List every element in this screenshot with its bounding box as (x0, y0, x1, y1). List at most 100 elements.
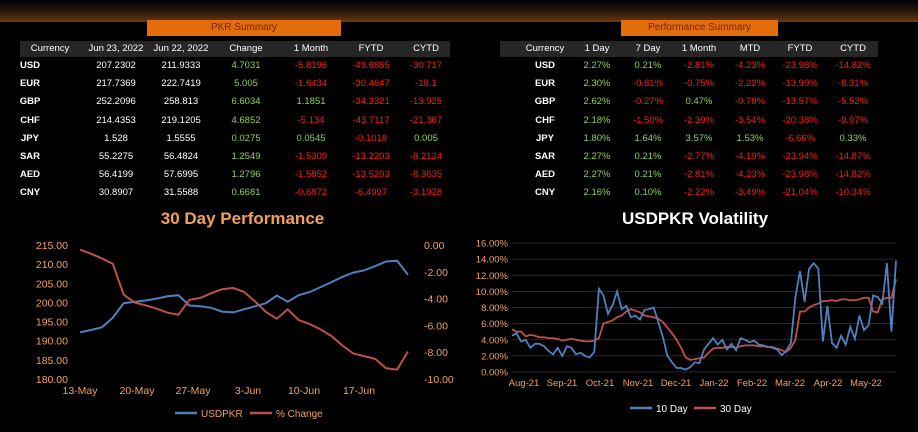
pkr-cell-fytd: -43.7117 (352, 114, 390, 126)
pkr-cell-d2: 211.9333 (161, 60, 201, 71)
pkr-row: AED 56.4199 57.6995 1.2796 -1.5852 -13.5293 -8… (0, 166, 918, 184)
perf-cell-d7: 0.21% (634, 151, 662, 162)
perf-cell-m1: 0.47% (685, 96, 713, 108)
pkr-cell-m1: 1.1851 (296, 96, 326, 108)
pkr-cell-cytd: -18.1 (415, 78, 437, 90)
pkr-row: EUR 217.7369 222.7419 5.005 -1.6434 -30.4647 -… (0, 75, 918, 93)
pkr-summary-title: PKR Summary (147, 20, 341, 36)
perf-cell-mtd: -3.54% (734, 114, 766, 126)
perf-row: JPY 1.80% 1.64% 3.57% 1.53% -6.66% 0.33% (0, 130, 918, 148)
perf-cell-d1: 2.27% (583, 151, 611, 162)
perf-cell-d1: 2.16% (583, 187, 611, 199)
y-tick-label: 0.00% (481, 368, 508, 379)
performance-summary-header: Currency 1 Day 7 Day 1 Month MTD FYTD CYTD (500, 41, 878, 57)
perf-cell-cytd: 0.33% (839, 132, 867, 144)
pkr-col-header: Currency (30, 43, 70, 54)
perf-cell-m1: -2.81% (683, 60, 715, 71)
pkr-cell-d1: 207.2302 (96, 60, 136, 71)
legend-label: 30 Day (720, 404, 752, 415)
y-left-tick-label: 210.00 (36, 259, 68, 271)
perf-cell-d7: -0.81% (632, 78, 664, 90)
pkr-cell-fytd: -30.4647 (352, 78, 390, 90)
pkr-col-header: CYTD (413, 43, 439, 54)
y-right-tick-label: -4.00 (424, 294, 448, 306)
pkr-cell-d2: 219.1205 (161, 114, 201, 126)
pkr-cell-fytd: -6.4997 (354, 187, 388, 199)
perf-cell-fytd: -13.57% (782, 96, 818, 108)
perf-cell-d1: 2.62% (583, 96, 611, 108)
perf-cell-cytd: -14.87% (835, 151, 871, 162)
perf-cell-ccy: GBP (534, 96, 556, 108)
x-tick-label: Dec-21 (661, 378, 692, 389)
pkr-cell-d2: 258.813 (163, 96, 199, 108)
perf-cell-fytd: -23.98% (782, 60, 818, 71)
pkr-cell-m1: -0.6872 (294, 187, 328, 199)
perf-cell-mtd: -0.78% (734, 96, 766, 108)
pkr-cell-chg: 1.2796 (231, 169, 261, 181)
perf-cell-cytd: -10.34% (835, 187, 871, 199)
pkr-cell-ccy: JPY (21, 132, 39, 144)
y-left-tick-label: 215.00 (36, 240, 68, 252)
perf-cell-cytd: -9.97% (837, 114, 869, 126)
pkr-row: CHF 214.4353 219.1205 4.6852 -5.134 -43.7117 -… (0, 112, 918, 130)
pkr-cell-cytd: -21.387 (409, 114, 443, 126)
legend-label: % Change (276, 409, 323, 420)
pkr-col-header: 1 Month (293, 43, 329, 54)
perf-cell-cytd: -8.31% (837, 78, 869, 90)
chart-30-day-performance: 180.00 185.00 190.00 195.00 200.00 205.00 210.… (36, 240, 454, 420)
pkr-cell-fytd: -0.1018 (354, 132, 388, 144)
y-tick-label: 14.00% (476, 255, 509, 266)
pkr-cell-d2: 56.4824 (163, 151, 199, 162)
legend-label: USDPKR (201, 409, 243, 420)
x-tick-label: Jan-22 (699, 378, 728, 389)
chart-usdpkr-volatility: 0.00% 2.00% 4.00% 6.00% 8.00% 10.00% 12.00% 14.… (476, 239, 897, 415)
perf-cell-d7: 0.10% (634, 187, 662, 199)
x-tick-label: 27-May (175, 385, 211, 397)
pkr-cell-m1: -1.5309 (294, 151, 328, 162)
y-right-tick-label: -6.00 (424, 320, 448, 332)
perf-cell-mtd: -4.23% (734, 169, 766, 181)
pkr-cell-d2: 222.7419 (161, 78, 201, 90)
x-tick-label: Aug-21 (509, 378, 540, 389)
pkr-row: SAR 55.2275 56.4824 1.2549 -1.5309 -13.2203 -8… (0, 148, 918, 166)
perf-cell-fytd: -6.66% (784, 132, 816, 144)
series-line-30-day (511, 279, 897, 361)
perf-cell-ccy: CHF (535, 114, 555, 126)
perf-cell-fytd: -23.94% (782, 151, 818, 162)
pkr-cell-fytd: -34.2321 (352, 96, 390, 108)
pkr-cell-m1: -1.6434 (294, 78, 328, 90)
y-right-tick-label: -2.00 (424, 267, 448, 279)
pkr-cell-ccy: GBP (19, 96, 41, 108)
pkr-cell-d1: 214.4353 (96, 114, 136, 126)
perf-col-header: CYTD (840, 43, 866, 54)
pkr-cell-d2: 57.6995 (163, 169, 199, 181)
pkr-col-header: FYTD (358, 43, 384, 54)
perf-cell-m1: -0.75% (683, 78, 715, 90)
performance-summary-title: Performance Summary (621, 20, 778, 36)
y-left-tick-label: 180.00 (36, 374, 68, 386)
pkr-cell-cytd: -3.1928 (409, 187, 443, 199)
perf-cell-ccy: EUR (534, 78, 556, 90)
perf-row: EUR 2.30% -0.81% -0.75% -2.22% -13.99% -8.31% (0, 75, 918, 93)
pkr-cell-ccy: EUR (19, 78, 41, 90)
pkr-cell-chg: 1.2549 (231, 151, 261, 162)
y-left-tick-label: 190.00 (36, 336, 68, 348)
perf-cell-fytd: -23.98% (782, 169, 818, 181)
x-tick-label: Nov-21 (623, 378, 654, 389)
perf-cell-m1: -2.77% (683, 151, 715, 162)
y-tick-label: 6.00% (481, 319, 508, 330)
x-tick-label: Sep-21 (547, 378, 578, 389)
pkr-cell-d1: 1.528 (104, 132, 128, 144)
perf-cell-m1: -2.22% (683, 187, 715, 199)
perf-cell-m1: -2.81% (683, 169, 715, 181)
perf-cell-mtd: -4.23% (734, 60, 766, 71)
y-left-tick-label: 185.00 (36, 355, 68, 367)
pkr-cell-ccy: USD (19, 60, 41, 71)
chart-title-30-day-performance: 30 Day Performance (160, 209, 325, 228)
pkr-row: USD 207.2302 211.9333 4.7031 -5.8196 -49.6865… (0, 57, 918, 75)
pkr-cell-d1: 252.2096 (96, 96, 136, 108)
y-left-tick-label: 205.00 (36, 278, 68, 290)
pkr-col-header: Change (229, 43, 263, 54)
pkr-summary-header: Currency Jun 23, 2022 Jun 22, 2022 Change 1 … (20, 41, 450, 57)
perf-cell-m1: -2.39% (683, 114, 715, 126)
